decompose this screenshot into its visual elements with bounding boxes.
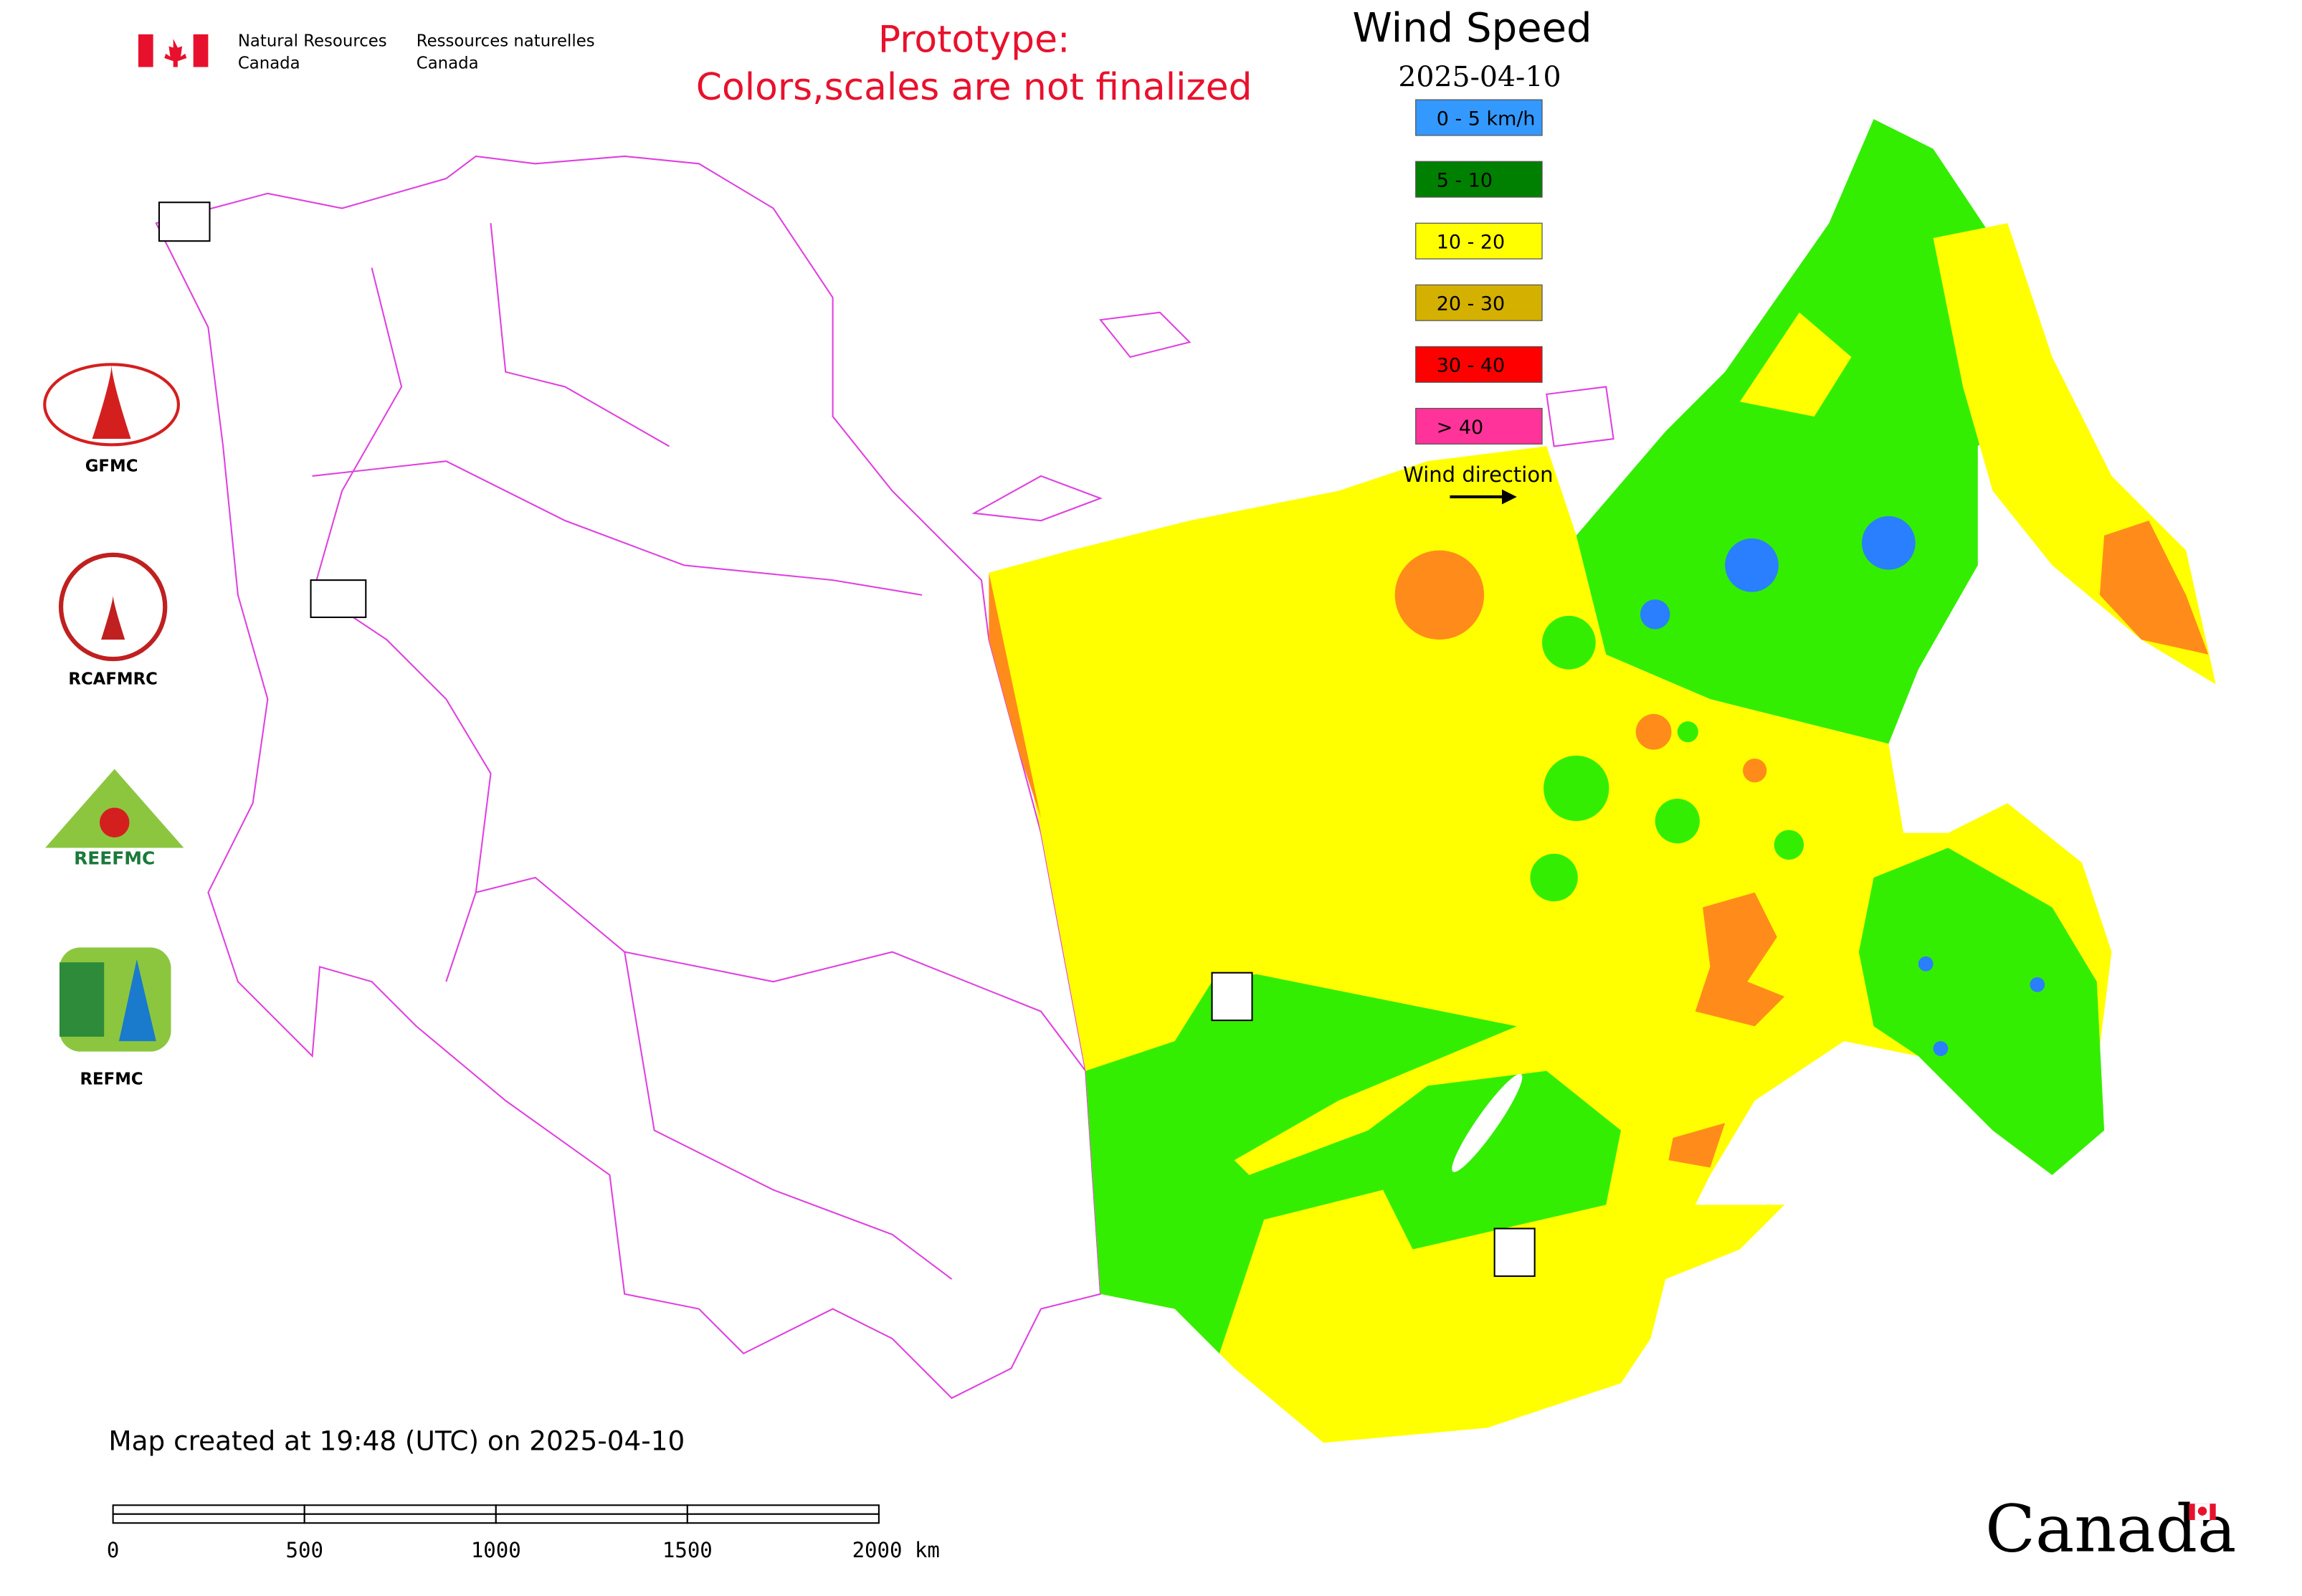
scale-segment [686, 1513, 880, 1524]
logo-label: RCAFMRC [68, 670, 157, 688]
scale-segment [686, 1504, 880, 1515]
legend-label: 5 - 10 [1437, 169, 1493, 191]
header-fr: Canada [417, 54, 479, 73]
date: 2025-04-10 [1398, 60, 1561, 93]
wind-direction-label: Wind direction [1403, 462, 1553, 487]
legend-swatch [1415, 161, 1543, 198]
scale-label: 500 [285, 1538, 323, 1562]
legend-label: 30 - 40 [1437, 355, 1505, 377]
logo-reefmc: REEFMC [38, 769, 191, 868]
logo-label: GFMC [85, 457, 138, 476]
scale-segment [112, 1513, 305, 1524]
canada-flag [138, 34, 209, 67]
title: Wind Speed [1352, 5, 1592, 52]
logo-text: REEFMC [74, 847, 155, 868]
wind-field [989, 119, 2216, 1443]
scale-segment [303, 1504, 497, 1515]
country-boundaries [155, 155, 1102, 1400]
notice: Prototype: [878, 19, 1070, 62]
map-markers [158, 201, 1536, 1277]
logo-rcafmrc [58, 552, 168, 662]
header-fr: Ressources naturelles [417, 32, 595, 50]
legend-swatch [1415, 222, 1543, 260]
legend-swatch [1415, 99, 1543, 136]
scale-segment [112, 1504, 305, 1515]
scale-label: 1500 [662, 1538, 713, 1562]
scale-label: 1000 [471, 1538, 521, 1562]
logo-gfmc [43, 363, 180, 447]
legend-label: 20 - 30 [1437, 293, 1505, 315]
logo-label: REFMC [80, 1070, 143, 1088]
legend-label: 0 - 5 km/h [1437, 108, 1536, 130]
scale-segment [303, 1513, 497, 1524]
legend-swatch [1415, 346, 1543, 383]
legend-label: > 40 [1437, 417, 1483, 439]
scale-segment [495, 1504, 688, 1515]
scale-label: 2000 km [852, 1538, 940, 1562]
header-en: Natural Resources [238, 32, 387, 50]
arctic-islands [971, 311, 1614, 522]
legend: 0 - 5 km/h 5 - 10 10 - 20 20 - 30 30 - 40 > 4… [1415, 99, 1543, 445]
legend-label: 10 - 20 [1437, 232, 1505, 254]
canada-wordmark: Canada [1985, 1491, 2236, 1567]
footer: Map created at 19:48 (UTC) on 2025-04-10 [108, 1425, 685, 1457]
scale-label: 0 [107, 1538, 119, 1562]
scale-bar: 0 500 1000 1500 2000 km [107, 1504, 940, 1562]
scale-segment [495, 1513, 688, 1524]
legend-swatch [1415, 407, 1543, 445]
notice: Colors,scales are not finalized [696, 66, 1252, 109]
legend-swatch [1415, 284, 1543, 321]
wind-arrow [1450, 489, 1517, 505]
header-en: Canada [238, 54, 300, 73]
logo-refmc [59, 947, 171, 1052]
wordmark: Canada [1985, 1491, 2236, 1567]
